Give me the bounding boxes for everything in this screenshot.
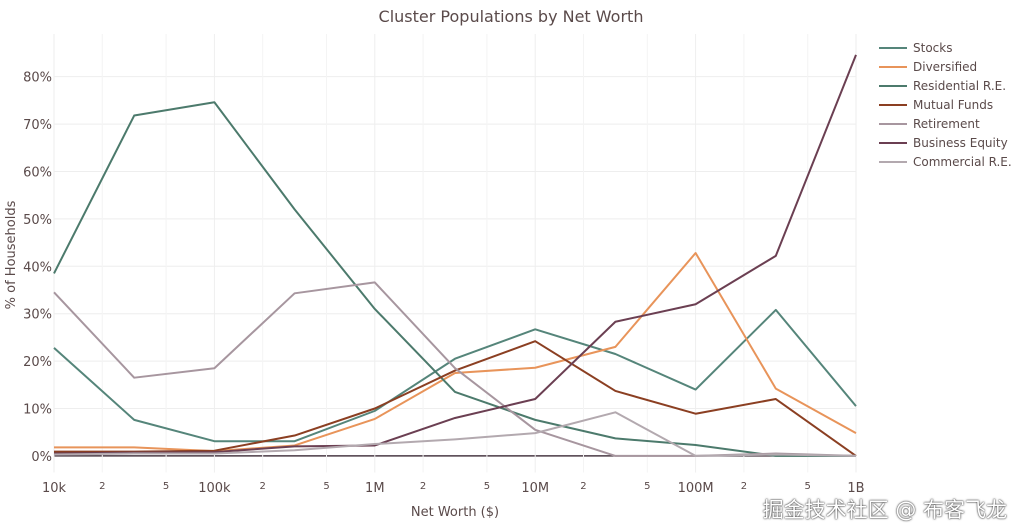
watermark: 掘金技术社区 @ 布客飞龙 — [762, 498, 1007, 522]
x-axis-label: Net Worth ($) — [411, 505, 499, 520]
x-minor-tick-label: 2 — [259, 481, 265, 492]
x-minor-tick-label: 5 — [805, 481, 811, 492]
series-line-stocks — [53, 308, 857, 443]
legend-item[interactable]: Commercial R.E. — [879, 155, 1012, 169]
x-minor-tick-label: 2 — [741, 481, 747, 492]
y-axis-label: % of Households — [4, 200, 19, 309]
x-minor-tick-label: 5 — [484, 481, 490, 492]
legend-item[interactable]: Diversified — [879, 60, 977, 74]
y-tick-label: 80% — [23, 71, 52, 86]
y-tick-label: 10% — [23, 403, 52, 418]
series-line-mutual-funds — [54, 340, 857, 457]
legend-label: Commercial R.E. — [913, 155, 1012, 169]
chart-title: Cluster Populations by Net Worth — [379, 7, 644, 26]
x-minor-tick-label: 2 — [420, 481, 426, 492]
legend-item[interactable]: Stocks — [879, 41, 952, 55]
x-minor-tick-label: 5 — [644, 481, 650, 492]
series-line-residential-r-e- — [53, 101, 856, 457]
legend-label: Stocks — [913, 41, 952, 55]
x-minor-tick-label: 5 — [323, 481, 329, 492]
y-tick-label: 40% — [23, 260, 52, 275]
series-line-diversified — [54, 252, 857, 453]
legend-label: Residential R.E. — [913, 79, 1006, 93]
legend-item[interactable]: Mutual Funds — [879, 98, 993, 112]
x-minor-tick-label: 2 — [99, 481, 105, 492]
legend-item[interactable]: Residential R.E. — [879, 79, 1006, 93]
legend-label: Retirement — [913, 117, 980, 131]
x-tick-label: 1B — [847, 481, 864, 496]
legend-label: Business Equity — [913, 136, 1008, 150]
x-minor-tick-label: 2 — [580, 481, 586, 492]
legend-item[interactable]: Business Equity — [879, 136, 1008, 150]
y-tick-label: 20% — [23, 355, 52, 370]
series-line-commercial-r-e- — [53, 411, 857, 457]
y-tick-label: 30% — [23, 308, 52, 323]
x-tick-label: 10M — [521, 481, 549, 496]
x-minor-tick-label: 5 — [163, 481, 169, 492]
y-tick-label: 70% — [23, 118, 52, 133]
x-tick-label: 1M — [365, 481, 385, 496]
y-tick-label: 50% — [23, 213, 52, 228]
x-tick-label: 100M — [678, 481, 714, 496]
legend-label: Mutual Funds — [913, 98, 993, 112]
y-tick-label: 60% — [23, 165, 52, 180]
legend-label: Diversified — [913, 60, 977, 74]
series-line-business-equity — [53, 54, 857, 455]
x-tick-label: 10k — [42, 481, 67, 496]
x-tick-label: 100k — [198, 481, 231, 496]
y-tick-label: 0% — [31, 450, 52, 465]
legend-item[interactable]: Retirement — [879, 117, 980, 131]
